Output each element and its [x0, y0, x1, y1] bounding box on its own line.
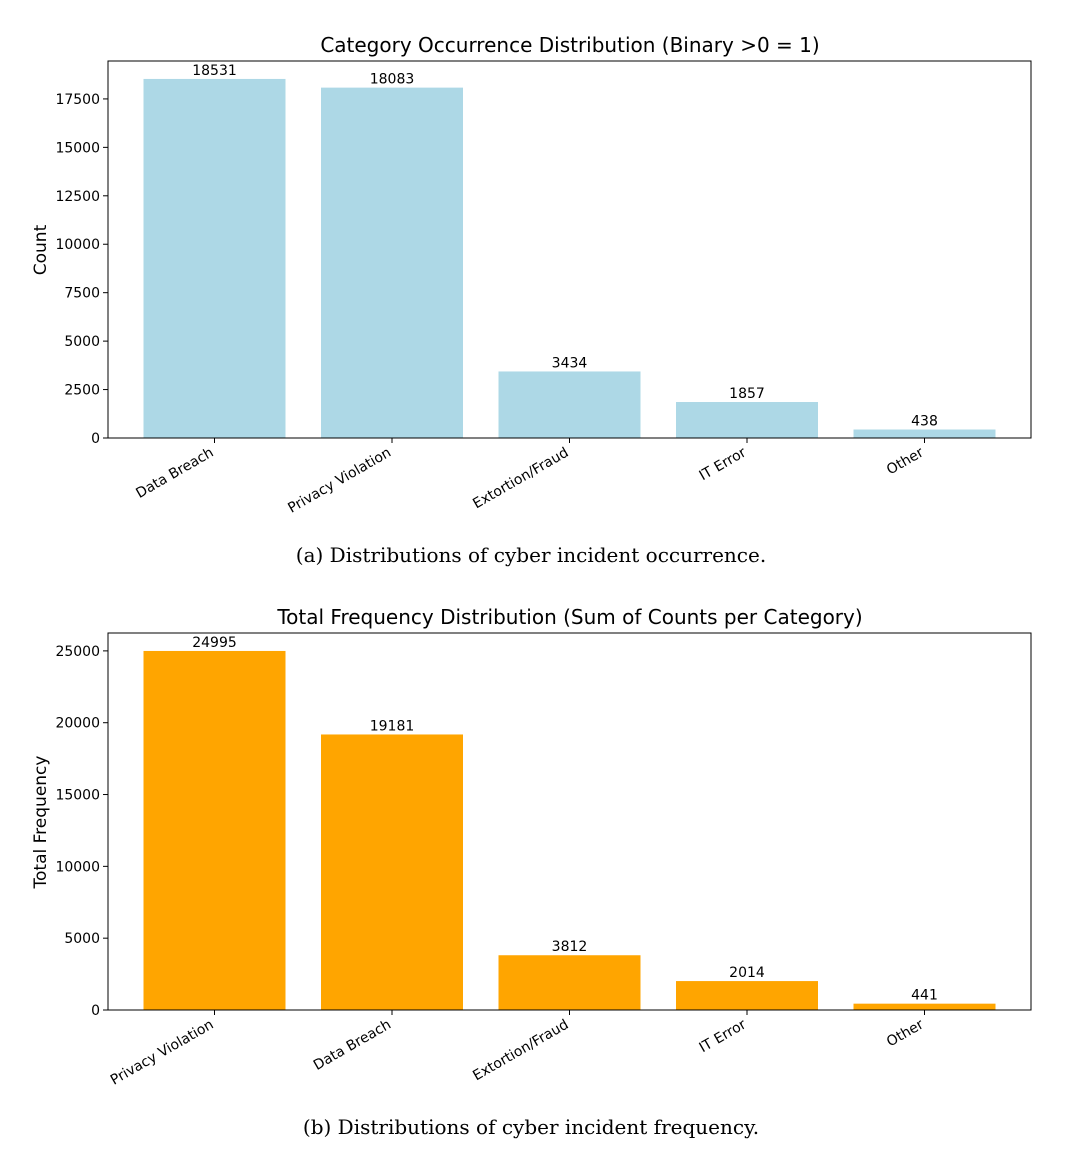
bar	[498, 955, 641, 1010]
bar-data-label: 2014	[729, 965, 765, 981]
y-tick-label: 0	[91, 1003, 100, 1019]
y-tick-label: 2500	[64, 383, 100, 399]
x-tick-label: IT Error	[697, 444, 750, 484]
x-axis-ticks: Data Breach Privacy Violation Extortion/Fr…	[133, 438, 927, 517]
chart-frequency: Total Frequency Distribution (Sum of Cou…	[31, 605, 1032, 1139]
x-tick-label: Other	[884, 444, 927, 478]
bar	[143, 650, 286, 1010]
bar-data-label: 438	[911, 414, 938, 430]
chart-occurrence: Category Occurrence Distribution (Binary…	[31, 33, 1032, 567]
y-tick-label: 25000	[55, 644, 100, 660]
bars	[143, 650, 996, 1010]
y-tick-label: 0	[91, 431, 100, 447]
y-tick-label: 15000	[55, 788, 100, 804]
x-tick-label: Extortion/Fraud	[470, 445, 571, 513]
bar	[676, 981, 818, 1010]
bar-data-label: 3812	[552, 939, 588, 955]
figure-caption: (b) Distributions of cyber incident freq…	[303, 1115, 759, 1139]
y-axis-label: Count	[31, 224, 51, 275]
bar	[676, 402, 818, 438]
data-labels: 18531 18083 3434 1857 438	[192, 63, 938, 430]
y-axis-ticks: 0 5000 10000 15000 20000 25000	[55, 644, 108, 1019]
figure-caption: (a) Distributions of cyber incident occu…	[296, 543, 766, 567]
bar	[853, 1003, 996, 1010]
bar-data-label: 3434	[552, 355, 588, 371]
data-labels: 24995 19181 3812 2014 441	[192, 635, 938, 1004]
x-tick-label: IT Error	[697, 1016, 750, 1056]
bar-data-label: 19181	[370, 718, 415, 734]
bar-data-label: 441	[911, 988, 938, 1004]
bar-data-label: 18083	[370, 72, 415, 88]
y-tick-label: 5000	[64, 334, 100, 350]
bar-data-label: 1857	[729, 386, 765, 402]
y-tick-label: 7500	[64, 286, 100, 302]
x-tick-label: Privacy Violation	[285, 445, 394, 517]
y-axis-ticks: 0 2500 5000 7500 10000 12500 15000 17500	[55, 92, 108, 447]
bar	[321, 87, 463, 438]
chart-title: Category Occurrence Distribution (Binary…	[320, 33, 819, 57]
x-tick-label: Extortion/Fraud	[470, 1017, 571, 1085]
y-tick-label: 12500	[55, 189, 100, 205]
bar	[498, 371, 641, 438]
x-tick-label: Privacy Violation	[108, 1017, 217, 1089]
y-axis-label: Total Frequency	[31, 756, 51, 890]
bar	[853, 429, 996, 438]
x-tick-label: Other	[884, 1016, 927, 1050]
y-tick-label: 15000	[55, 140, 100, 156]
x-tick-label: Data Breach	[133, 445, 216, 502]
x-tick-label: Data Breach	[311, 1017, 394, 1074]
chart-title: Total Frequency Distribution (Sum of Cou…	[276, 605, 862, 629]
bar-data-label: 18531	[192, 63, 237, 79]
bars	[143, 78, 996, 438]
y-tick-label: 10000	[55, 237, 100, 253]
y-tick-label: 20000	[55, 716, 100, 732]
y-tick-label: 10000	[55, 859, 100, 875]
bar	[321, 734, 463, 1010]
x-axis-ticks: Privacy Violation Data Breach Extortion/Fr…	[108, 1010, 927, 1089]
bar-data-label: 24995	[192, 635, 237, 651]
y-tick-label: 5000	[64, 931, 100, 947]
y-tick-label: 17500	[55, 92, 100, 108]
bar	[143, 78, 286, 438]
